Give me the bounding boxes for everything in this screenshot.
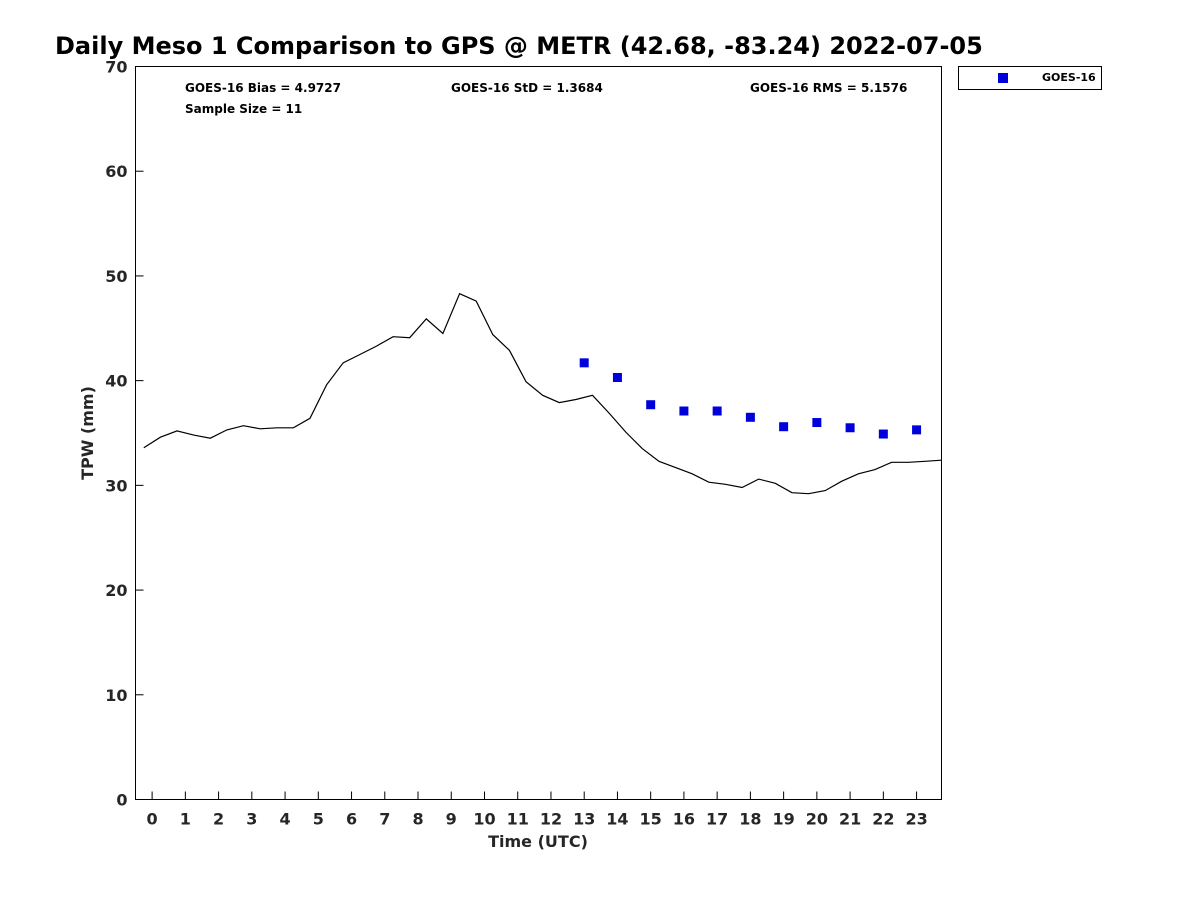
data-point-goes16 xyxy=(579,358,589,368)
data-point-goes16 xyxy=(646,400,656,410)
x-tick-label: 11 xyxy=(507,810,529,829)
x-tick-label: 20 xyxy=(806,810,828,829)
y-tick-label: 0 xyxy=(116,791,127,810)
x-tick-label: 15 xyxy=(640,810,662,829)
y-tick-label: 40 xyxy=(105,372,127,391)
x-tick-label: 7 xyxy=(379,810,390,829)
x-tick-label: 0 xyxy=(147,810,158,829)
x-tick-label: 21 xyxy=(839,810,861,829)
data-point-goes16 xyxy=(779,422,789,432)
x-axis: 0 1 2 3 4 5 6 7 8 9 10 11 12 13 14 15 16 17 18 19 20 21 22 23 xyxy=(147,791,928,829)
x-tick-label: 14 xyxy=(606,810,628,829)
x-tick-label: 18 xyxy=(739,810,761,829)
data-point-goes16 xyxy=(845,423,855,433)
x-tick-label: 23 xyxy=(905,810,927,829)
plot-frame xyxy=(135,66,942,800)
x-tick-label: 22 xyxy=(872,810,894,829)
data-point-goes16 xyxy=(679,406,689,416)
y-axis: 0 10 20 30 40 50 60 70 xyxy=(105,58,144,810)
x-tick-label: 12 xyxy=(540,810,562,829)
data-point-goes16 xyxy=(878,429,888,439)
x-tick-label: 6 xyxy=(346,810,357,829)
data-point-goes16 xyxy=(812,418,822,428)
x-tick-label: 1 xyxy=(180,810,191,829)
x-tick-label: 9 xyxy=(446,810,457,829)
x-tick-label: 19 xyxy=(772,810,794,829)
y-axis-label: TPW (mm) xyxy=(78,386,97,480)
y-tick-label: 30 xyxy=(105,476,127,495)
legend: GOES-16 xyxy=(958,66,1102,90)
stat-sample-size: Sample Size = 11 xyxy=(185,102,302,116)
x-tick-label: 17 xyxy=(706,810,728,829)
stat-std: GOES-16 StD = 1.3684 xyxy=(451,81,603,95)
legend-box xyxy=(958,66,1102,90)
data-point-goes16 xyxy=(912,425,922,435)
y-tick-label: 10 xyxy=(105,686,127,705)
y-tick-label: 50 xyxy=(105,267,127,286)
legend-label-goes16: GOES-16 xyxy=(1042,71,1096,84)
x-tick-label: 5 xyxy=(313,810,324,829)
stat-rms: GOES-16 RMS = 5.1576 xyxy=(750,81,907,95)
x-tick-label: 10 xyxy=(473,810,495,829)
x-tick-label: 4 xyxy=(279,810,290,829)
x-tick-label: 2 xyxy=(213,810,224,829)
data-point-goes16 xyxy=(745,412,755,422)
legend-marker-goes16 xyxy=(998,73,1008,83)
stat-bias: GOES-16 Bias = 4.9727 xyxy=(185,81,341,95)
x-tick-label: 3 xyxy=(246,810,257,829)
y-tick-label: 60 xyxy=(105,162,127,181)
x-axis-label: Time (UTC) xyxy=(488,832,588,851)
chart-title: Daily Meso 1 Comparison to GPS @ METR (4… xyxy=(55,32,983,60)
y-tick-label: 20 xyxy=(105,581,127,600)
data-point-goes16 xyxy=(712,406,722,416)
data-point-goes16 xyxy=(612,373,622,383)
x-tick-label: 13 xyxy=(573,810,595,829)
series-layer xyxy=(143,292,942,495)
x-tick-label: 16 xyxy=(673,810,695,829)
x-tick-label: 8 xyxy=(412,810,423,829)
y-tick-label: 70 xyxy=(105,58,127,77)
series-line-gps xyxy=(143,292,942,495)
